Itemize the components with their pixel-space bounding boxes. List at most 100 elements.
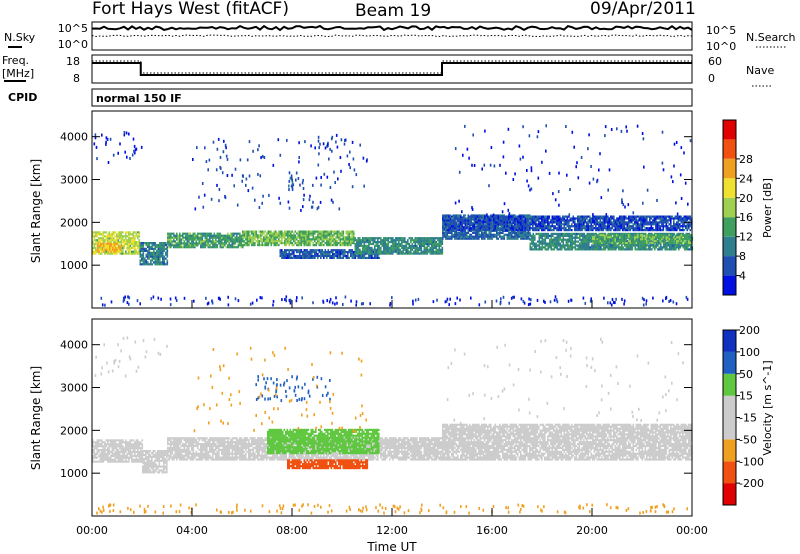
- heatmap-cell: [341, 238, 343, 241]
- heatmap-cell: [655, 219, 657, 222]
- heatmap-cell: [527, 219, 530, 222]
- heatmap-cell: [126, 244, 129, 247]
- heatmap-cell: [481, 233, 483, 236]
- heatmap-cell: [485, 221, 488, 224]
- heatmap-cell: [347, 234, 349, 237]
- heatmap-cell: [589, 217, 591, 220]
- heatmap-cell: [512, 231, 515, 234]
- heatmap-cell: [571, 225, 573, 228]
- heatmap-cell: [614, 223, 617, 226]
- heatmap-cell: [478, 215, 480, 218]
- heatmap-cell: [566, 217, 569, 220]
- heatmap-cell: [529, 229, 531, 232]
- heatmap-cell: [157, 253, 160, 256]
- heatmap-cell: [402, 239, 405, 242]
- heatmap-cell: [350, 236, 352, 239]
- heatmap-cell: [587, 223, 590, 226]
- heatmap-cell: [125, 233, 127, 236]
- heatmap-cell: [592, 234, 595, 237]
- heatmap-cell: [141, 255, 143, 258]
- heatmap-cell: [260, 230, 262, 233]
- heatmap-cell: [288, 251, 291, 254]
- heatmap-cell: [524, 231, 527, 234]
- heatmap-cell: [173, 246, 175, 249]
- heatmap-cell: [195, 234, 198, 237]
- heatmap-cell: [621, 242, 623, 245]
- heatmap-cell: [210, 240, 213, 243]
- heatmap-cell: [159, 263, 161, 266]
- heatmap-cell: [487, 219, 489, 222]
- heatmap-cell: [317, 253, 319, 256]
- heatmap-cell: [454, 231, 456, 234]
- heatmap-cell: [560, 225, 563, 228]
- heatmap-cell: [584, 217, 587, 220]
- heatmap-cell: [383, 241, 385, 244]
- heatmap-cell: [640, 223, 642, 226]
- heatmap-cell: [297, 232, 300, 235]
- heatmap-cell: [527, 237, 530, 240]
- heatmap-cell: [673, 236, 675, 239]
- heatmap-cell: [610, 234, 612, 237]
- heatmap-cell: [664, 236, 666, 239]
- heatmap-cell: [632, 219, 635, 222]
- heatmap-cell: [308, 244, 310, 247]
- heatmap-cell: [285, 238, 288, 241]
- heatmap-cell: [554, 215, 557, 218]
- heatmap-cell: [592, 229, 594, 232]
- heatmap-cell: [515, 215, 518, 218]
- heatmap-cell: [503, 233, 506, 236]
- heatmap-cell: [649, 229, 651, 232]
- heatmap-cell: [496, 217, 498, 220]
- heatmap-cell: [419, 252, 421, 255]
- heatmap-cell: [661, 238, 663, 241]
- heatmap-cell: [380, 246, 382, 249]
- heatmap-cell: [443, 221, 446, 224]
- heatmap-cell: [452, 221, 455, 224]
- heatmap-cell: [655, 234, 657, 237]
- heatmap-cell: [464, 231, 467, 234]
- heatmap-cell: [186, 234, 189, 237]
- heatmap-cell: [309, 242, 312, 245]
- heatmap-cell: [335, 238, 337, 241]
- heatmap-cell: [151, 242, 154, 245]
- heatmap-cell: [160, 253, 163, 256]
- heatmap-cell: [189, 242, 192, 245]
- heatmap-cell: [350, 240, 352, 243]
- heatmap-cell: [482, 225, 485, 228]
- heatmap-cell: [584, 221, 587, 224]
- heatmap-cell: [317, 234, 319, 237]
- heatmap-cell: [616, 232, 619, 235]
- heatmap-cell: [267, 242, 270, 245]
- heatmap-cell: [429, 252, 432, 255]
- heatmap-cell: [632, 239, 635, 243]
- freq-panel-frame: [91, 54, 693, 84]
- heatmap-cell: [345, 230, 348, 233]
- heatmap-cell: [642, 248, 644, 251]
- heatmap-cell: [348, 249, 351, 252]
- heatmap-cell: [297, 242, 300, 245]
- heatmap-cell: [441, 242, 444, 246]
- heatmap-cell: [393, 244, 396, 247]
- heatmap-cell: [494, 221, 497, 224]
- heatmap-cell: [165, 253, 167, 256]
- heatmap-cell: [464, 233, 467, 236]
- heatmap-cell: [201, 232, 204, 235]
- heatmap-cell: [580, 229, 582, 232]
- heatmap-cell: [117, 233, 120, 236]
- heatmap-cell: [153, 255, 155, 258]
- heatmap-cell: [428, 242, 430, 246]
- heatmap-cell: [219, 240, 222, 243]
- heatmap-cell: [282, 256, 285, 259]
- heatmap-cell: [372, 239, 375, 242]
- heatmap-cell: [544, 219, 546, 222]
- heatmap-cell: [563, 227, 566, 230]
- heatmap-cell: [111, 239, 114, 242]
- heatmap-cell: [297, 230, 300, 233]
- heatmap-cell: [560, 219, 563, 222]
- heatmap-cell: [160, 247, 163, 250]
- heatmap-cell: [568, 215, 570, 218]
- heatmap-cell: [448, 219, 450, 222]
- heatmap-cell: [119, 250, 122, 253]
- heatmap-cell: [595, 248, 598, 251]
- heatmap-cell: [681, 244, 683, 247]
